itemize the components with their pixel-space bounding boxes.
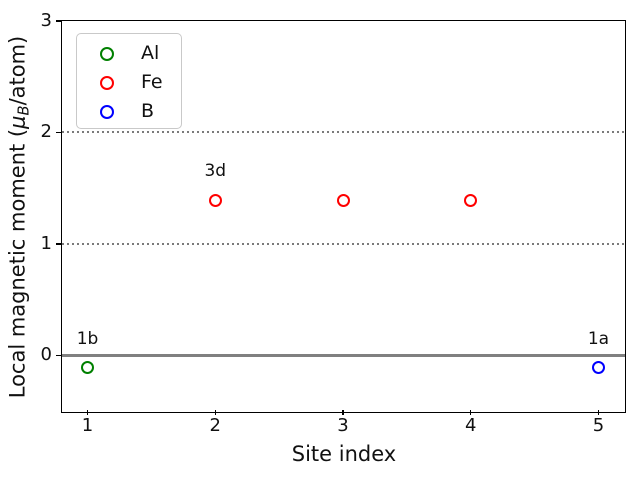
- x-tick-mark-4: [469, 409, 472, 415]
- x-tick-mark-1: [86, 409, 89, 415]
- data-point-B-site5: [591, 361, 605, 375]
- data-point-Al-site1: [81, 361, 95, 375]
- point-annotation-1a: 1a: [587, 328, 610, 349]
- y-tick-label-3: 3: [40, 10, 52, 31]
- y-tick-mark-1: [55, 243, 61, 245]
- legend-marker-Fe-icon: [100, 75, 114, 90]
- mu-symbol: μ: [5, 115, 30, 129]
- dotted-gridline-y2: [62, 131, 625, 134]
- point-annotation-1b: 1b: [76, 328, 99, 349]
- y-axis-label: Local magnetic moment (μB/atom): [6, 36, 33, 399]
- x-tick-mark-3: [342, 409, 344, 415]
- y-tick-mark-2: [55, 131, 61, 134]
- mu-subscript: B: [15, 105, 33, 116]
- data-point-Fe-site3: [336, 193, 350, 207]
- y-tick-label-0: 0: [40, 344, 52, 366]
- legend-item-B: B: [77, 97, 181, 126]
- legend-item-Al: Al: [77, 39, 181, 68]
- data-point-Fe-site4: [464, 193, 478, 207]
- x-tick-label-2: 2: [209, 415, 221, 436]
- legend-marker-Al-icon: [100, 46, 114, 61]
- x-tick-label-3: 3: [337, 415, 349, 436]
- data-point-Fe-site2: [208, 193, 222, 207]
- y-axis-label-suffix: /atom): [5, 35, 30, 106]
- dotted-gridline-y1: [62, 242, 625, 245]
- legend: Al Fe B: [76, 33, 182, 129]
- y-axis-label-prefix: Local magnetic moment (: [5, 128, 30, 399]
- zero-line: [62, 354, 625, 357]
- x-tick-mark-5: [597, 409, 600, 415]
- point-annotation-3d: 3d: [204, 161, 227, 182]
- legend-label-Al: Al: [141, 42, 160, 64]
- y-tick-label-2: 2: [40, 121, 52, 143]
- y-tick-mark-0: [55, 354, 61, 357]
- x-tick-label-5: 5: [592, 415, 605, 436]
- x-tick-mark-2: [214, 409, 217, 415]
- y-tick-label-1: 1: [40, 232, 52, 254]
- legend-marker-B-icon: [100, 104, 114, 119]
- legend-label-B: B: [141, 100, 155, 122]
- legend-label-Fe: Fe: [141, 71, 163, 93]
- x-axis-label: Site index: [291, 442, 397, 466]
- x-tick-label-1: 1: [81, 415, 94, 436]
- legend-item-Fe: Fe: [77, 68, 181, 97]
- y-tick-mark-3: [55, 20, 61, 22]
- x-tick-label-4: 4: [464, 415, 477, 436]
